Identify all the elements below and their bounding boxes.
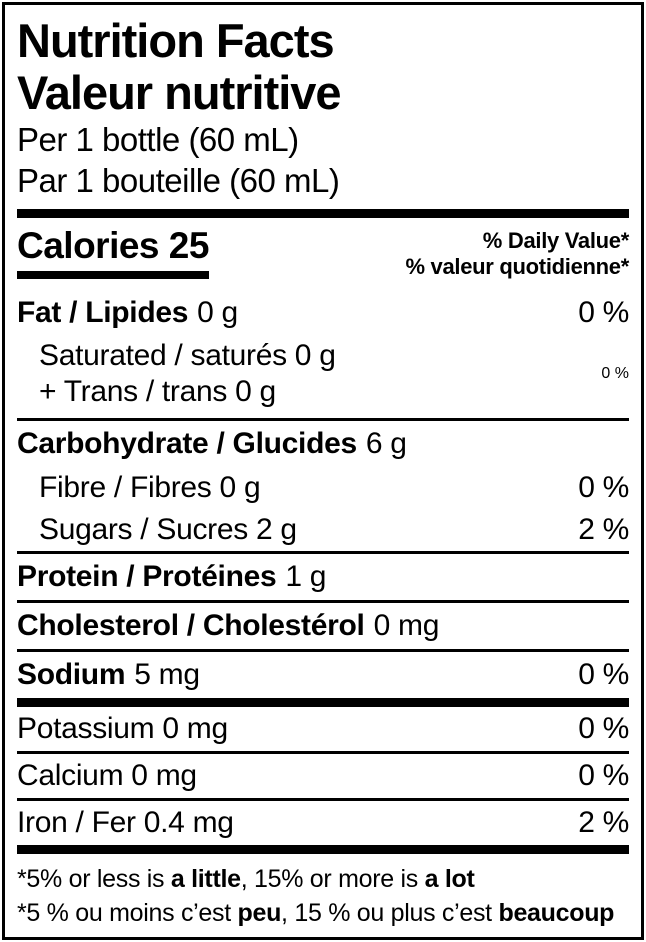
protein-label: Protein / Protéines 1 g [17, 560, 326, 594]
sodium-percent: 0 % [578, 658, 629, 691]
footnote-english: *5% or less is a little, 15% or more is … [17, 862, 629, 896]
row-sodium: Sodium 5 mg 0 % [17, 652, 629, 698]
footnote-en-bold2: a lot [424, 865, 475, 893]
row-potassium: Potassium 0 mg 0 % [17, 707, 629, 751]
daily-value-header: % Daily Value* % valeur quotidienne* [405, 226, 629, 280]
sodium-label: Sodium 5 mg [17, 658, 200, 692]
calories-underline [17, 271, 209, 279]
fat-percent: 0 % [578, 296, 629, 329]
footnote-fr-part1: *5 % ou moins c’est [17, 899, 238, 927]
saturated-trans-lines: Saturated / saturés 0 g + Trans / trans … [17, 338, 336, 410]
row-iron: Iron / Fer 0.4 mg 2 % [17, 801, 629, 845]
fibre-label: Fibre / Fibres 0 g [39, 471, 261, 504]
protein-amount: 1 g [285, 560, 327, 593]
iron-percent: 2 % [578, 806, 629, 839]
cholesterol-name: Cholesterol / Cholestérol [17, 609, 365, 642]
trans-line: + Trans / trans 0 g [39, 375, 276, 408]
serving-size-english: Per 1 bottle (60 mL) [17, 121, 299, 158]
row-cholesterol: Cholesterol / Cholestérol 0 mg [17, 603, 629, 649]
saturated-trans-percent: 0 % [601, 365, 629, 382]
fat-amount: 0 g [197, 296, 238, 329]
daily-value-english: % Daily Value* [482, 228, 630, 253]
calcium-label: Calcium 0 mg [17, 759, 197, 792]
row-calcium: Calcium 0 mg 0 % [17, 754, 629, 798]
row-sugars: Sugars / Sucres 2 g 2 % [17, 509, 629, 551]
divider-after-fat [17, 418, 629, 421]
sodium-name: Sodium [17, 658, 126, 691]
footnotes: *5% or less is a little, 15% or more is … [17, 854, 629, 937]
divider-after-calcium [17, 798, 629, 801]
divider-after-carbohydrate [17, 551, 629, 554]
row-fibre: Fibre / Fibres 0 g 0 % [17, 467, 629, 509]
iron-label: Iron / Fer 0.4 mg [17, 806, 234, 839]
serving-size-french: Par 1 bouteille (60 mL) [17, 162, 340, 199]
divider-thick-top [17, 209, 629, 218]
calcium-percent: 0 % [578, 759, 629, 792]
row-saturated-trans: Saturated / saturés 0 g + Trans / trans … [17, 336, 629, 418]
saturated-line: Saturated / saturés 0 g [39, 339, 336, 372]
carbohydrate-label: Carbohydrate / Glucides 6 g [17, 427, 407, 461]
footnote-en-part2: , 15% or more is [240, 865, 425, 893]
footnote-fr-bold2: beaucoup [498, 899, 615, 927]
sugars-percent: 2 % [578, 513, 629, 546]
fibre-percent: 0 % [578, 471, 629, 504]
footnote-en-part1: *5% or less is [17, 865, 171, 893]
footnote-en-bold1: a little [170, 865, 241, 893]
calories-block: Calories 25 [17, 226, 209, 279]
divider-after-protein [17, 600, 629, 603]
sodium-amount: 5 mg [134, 658, 200, 691]
row-carbohydrate: Carbohydrate / Glucides 6 g [17, 421, 629, 467]
footnote-fr-part2: , 15 % ou plus c’est [281, 899, 499, 927]
calories-section: Calories 25 % Daily Value* % valeur quot… [17, 218, 629, 290]
cholesterol-label: Cholesterol / Cholestérol 0 mg [17, 609, 439, 643]
fat-label: Fat / Lipides 0 g [17, 296, 238, 330]
divider-after-cholesterol [17, 649, 629, 652]
calories-value: Calories 25 [17, 225, 209, 266]
carbohydrate-amount: 6 g [365, 427, 407, 460]
carbohydrate-name: Carbohydrate / Glucides [17, 427, 357, 460]
title-english: Nutrition Facts [17, 14, 335, 67]
sugars-label: Sugars / Sucres 2 g [39, 513, 297, 546]
fat-name: Fat / Lipides [17, 296, 189, 329]
row-fat: Fat / Lipides 0 g 0 % [17, 290, 629, 336]
divider-thick-bottom [17, 845, 629, 854]
footnote-fr-bold1: peu [237, 899, 282, 927]
cholesterol-amount: 0 mg [373, 609, 440, 642]
title-french: Valeur nutritive [17, 66, 342, 119]
potassium-label: Potassium 0 mg [17, 712, 228, 745]
divider-thick-middle [17, 698, 629, 707]
divider-after-potassium [17, 751, 629, 754]
daily-value-french: % valeur quotidienne* [405, 254, 629, 279]
potassium-percent: 0 % [578, 712, 629, 745]
row-protein: Protein / Protéines 1 g [17, 554, 629, 600]
protein-name: Protein / Protéines [17, 560, 277, 593]
footnote-french: *5 % ou moins c’est peu, 15 % ou plus c’… [17, 896, 629, 930]
label-header: Nutrition Facts Valeur nutritive Per 1 b… [17, 15, 629, 201]
